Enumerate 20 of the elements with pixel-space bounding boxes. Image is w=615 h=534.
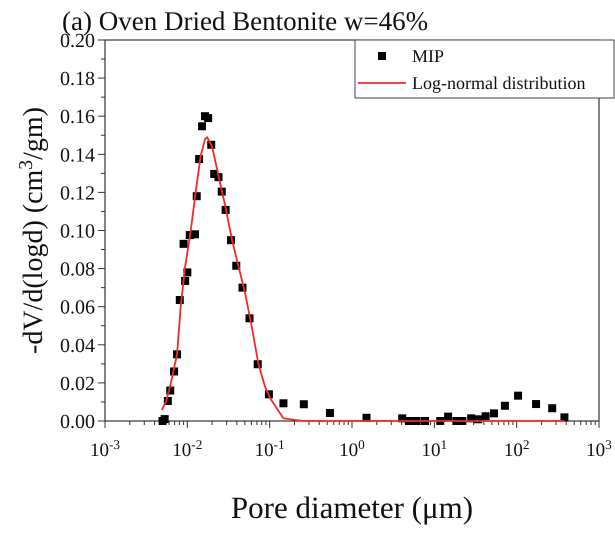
y-tick-label: 0.08 [60,258,95,281]
y-tick-label: 0.06 [60,296,95,319]
x-tick-label: 10$^{-2}$ [172,436,202,461]
x-tick-label: 10$^{-3}$ [90,436,120,461]
x-tick-label: 10$^{2}$ [504,436,530,461]
y-tick-label: 0.12 [60,182,95,204]
y-tick-label: 0.04 [60,334,95,357]
legend-label: Log-normal distribution [412,73,586,93]
y-tick-label: 0.14 [60,144,95,166]
x-axis-title: Pore diameter (μm) [230,490,474,525]
y-tick-label: 0.18 [60,68,95,90]
x-tick-label: 10$^{1}$ [422,436,448,461]
legend-label: MIP [412,46,444,66]
x-tick-label: 10$^{0}$ [339,436,366,461]
y-tick-label: 0.00 [60,411,95,433]
y-tick-label: 0.10 [60,220,95,242]
y-tick-label: 0.16 [60,106,95,128]
y-tick-label: 0.02 [60,372,95,395]
x-tick-label: 10$^{-1}$ [254,436,285,461]
x-tick-label: 10$^{3}$ [586,436,612,461]
